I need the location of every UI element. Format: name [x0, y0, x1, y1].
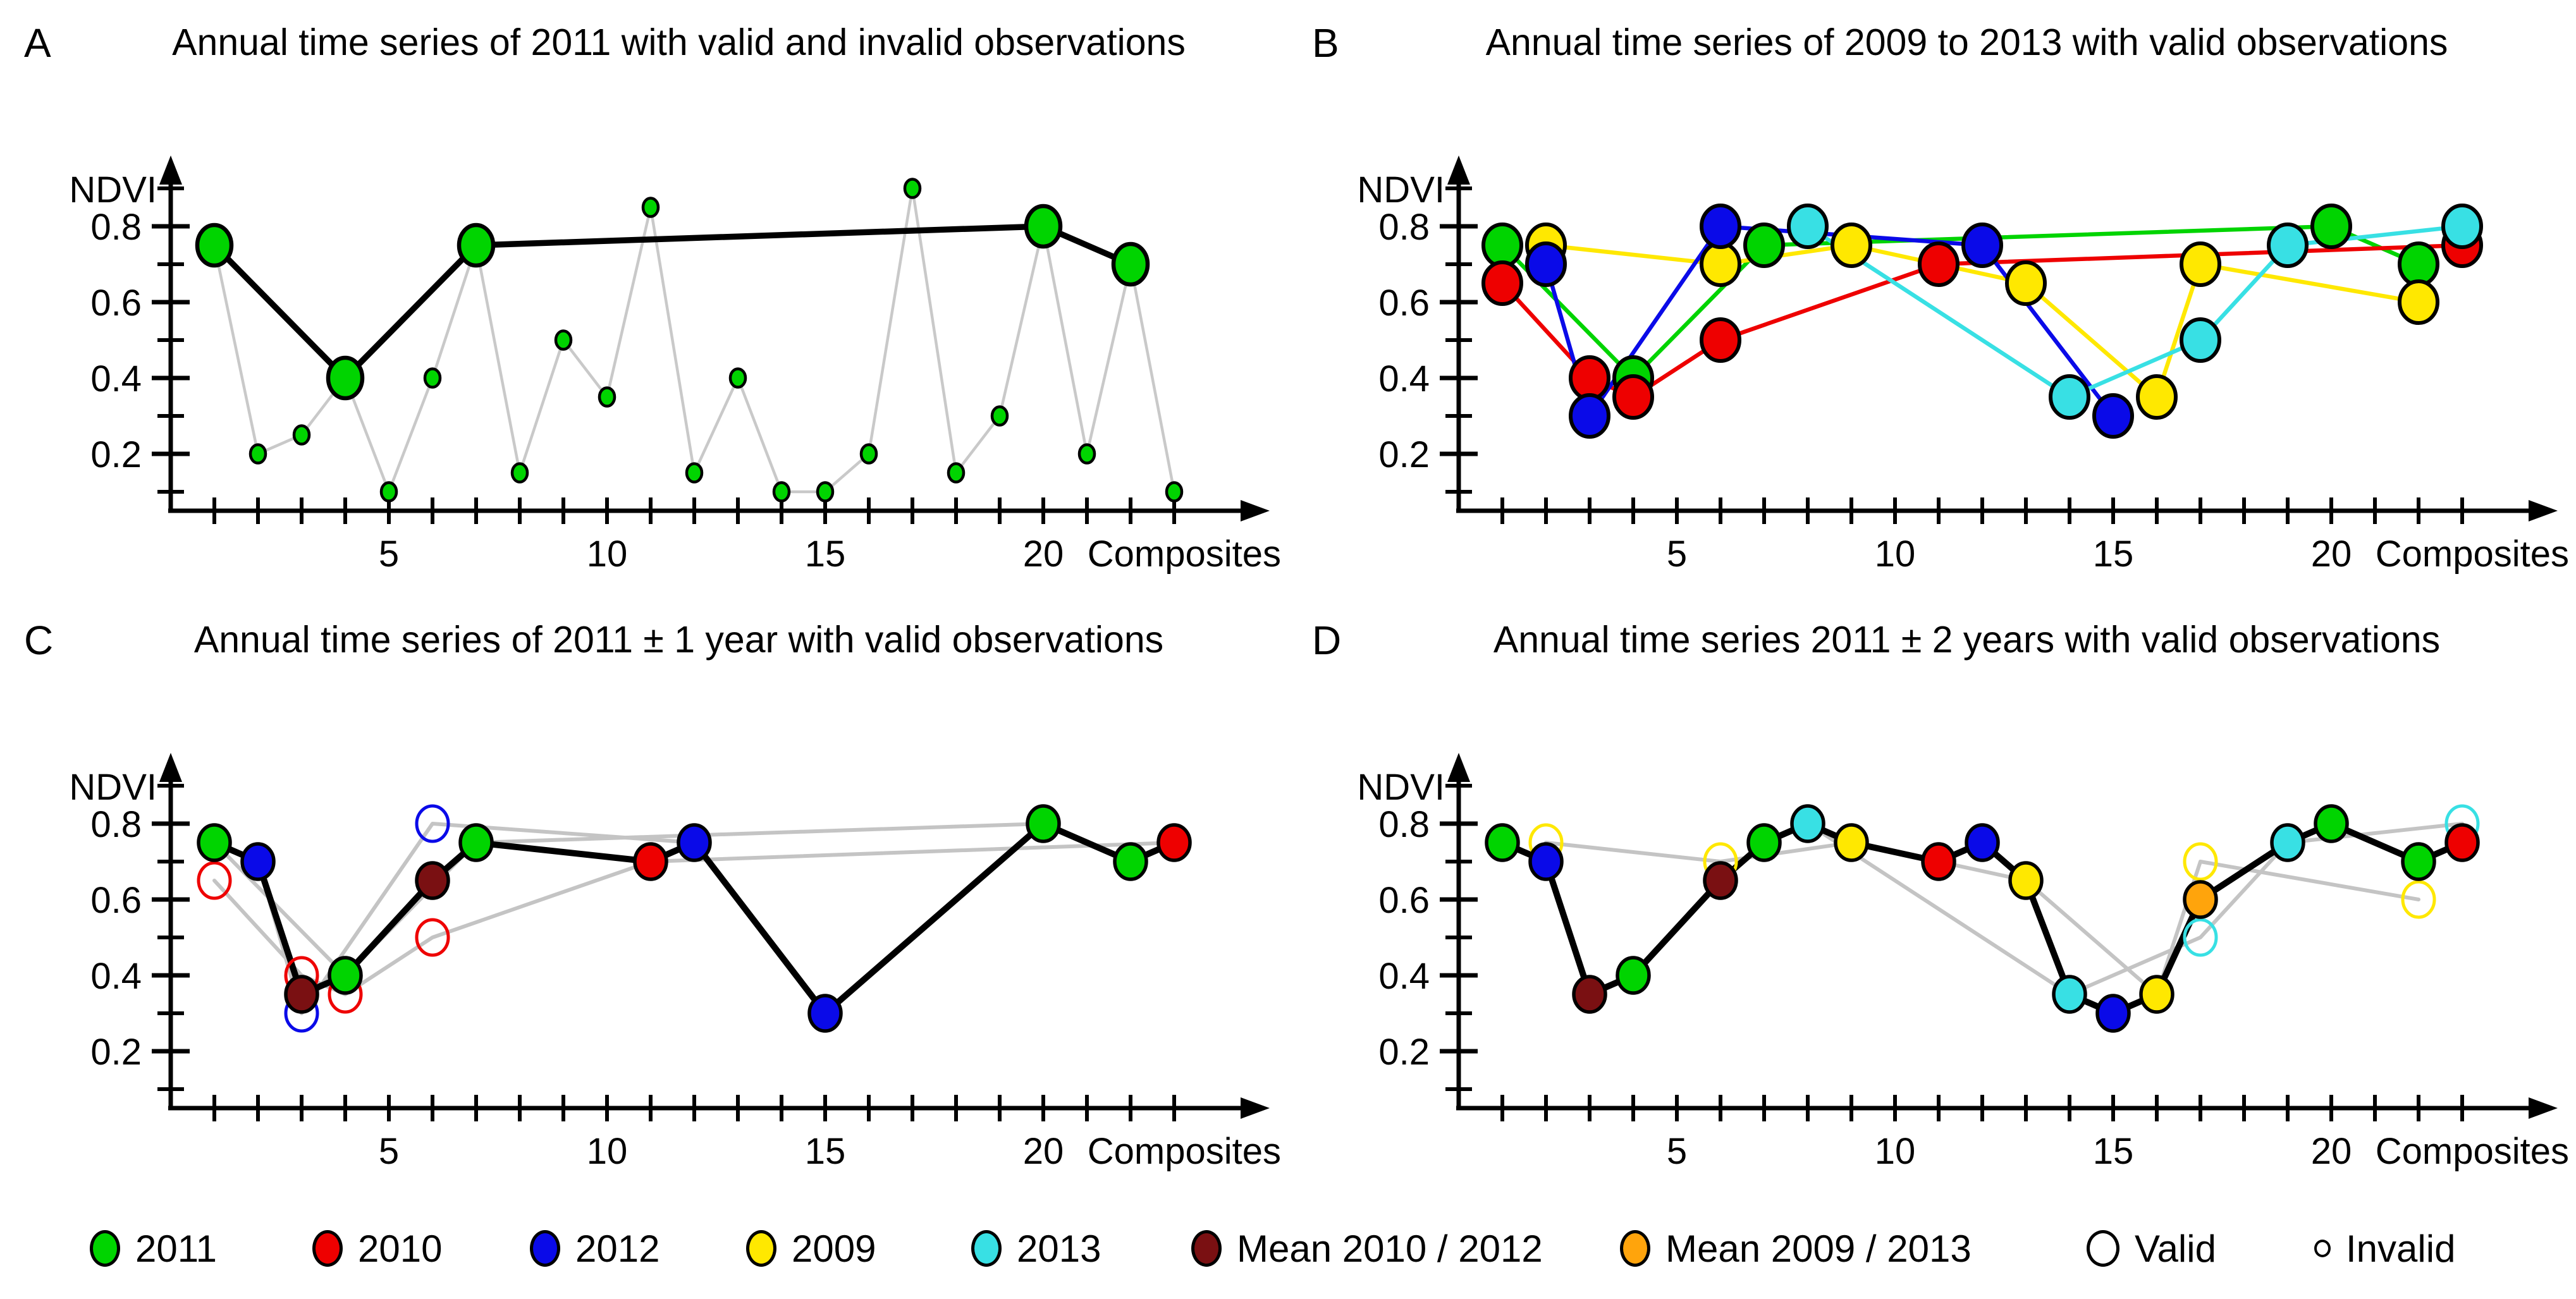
- svg-text:0.2: 0.2: [1378, 434, 1430, 475]
- legend-label-2011: 2011: [135, 1227, 218, 1270]
- y-axis-label: NDVI: [1357, 767, 1445, 808]
- x-axis-label: Composites: [2376, 534, 2569, 575]
- legend: 2011 2010 2012 2009 2013 Mean 2010 / 201…: [0, 1195, 2576, 1299]
- legend-item-mean-2009-2013: Mean 2009 / 2013: [1620, 1226, 1972, 1271]
- legend-swatch-2012-icon: [530, 1230, 560, 1267]
- legend-label-2013: 2013: [1017, 1227, 1101, 1270]
- legend-item-2010: 2010: [312, 1226, 442, 1271]
- merged-series-points: [1485, 804, 2480, 1033]
- svg-text:10: 10: [1875, 534, 1916, 575]
- svg-text:0.4: 0.4: [90, 358, 142, 399]
- legend-label-2010: 2010: [358, 1227, 443, 1270]
- legend-item-2009: 2009: [746, 1226, 876, 1271]
- panel-b: B Annual time series of 2009 to 2013 wit…: [1288, 5, 2576, 593]
- svg-text:0.6: 0.6: [90, 880, 142, 921]
- x-axis-label: Composites: [1088, 534, 1281, 575]
- svg-text:0.2: 0.2: [1378, 1032, 1430, 1073]
- svg-text:10: 10: [1875, 1131, 1916, 1172]
- svg-text:15: 15: [805, 1131, 846, 1172]
- panel-c: C Annual time series of 2011 ± 1 year wi…: [0, 602, 1288, 1190]
- year-series-points: [1481, 204, 2483, 439]
- svg-text:5: 5: [379, 1131, 399, 1172]
- svg-text:10: 10: [587, 534, 628, 575]
- legend-item-2011: 2011: [90, 1226, 217, 1271]
- x-axis-label: Composites: [2376, 1131, 2569, 1172]
- legend-swatch-2010-icon: [312, 1230, 343, 1267]
- svg-text:0.6: 0.6: [1378, 880, 1430, 921]
- merged-series-points: [197, 804, 1192, 1033]
- svg-text:15: 15: [2093, 1131, 2134, 1172]
- observation-points: [195, 178, 1184, 503]
- legend-item-mean-2010-2012: Mean 2010 / 2012: [1191, 1226, 1543, 1271]
- legend-label-valid: Valid: [2135, 1227, 2216, 1270]
- svg-text:0.8: 0.8: [1378, 207, 1430, 248]
- panel-b-plot: 0.2 0.4 0.6 0.8 5 10 15 20 NDVI Composites: [1357, 156, 2569, 575]
- svg-text:20: 20: [2311, 1131, 2352, 1172]
- svg-text:0.4: 0.4: [1378, 358, 1430, 399]
- svg-text:20: 20: [2311, 534, 2352, 575]
- panel-a-letter: A: [24, 20, 51, 66]
- valid-observations-black-line: [211, 223, 1134, 381]
- panel-b-letter: B: [1312, 20, 1339, 66]
- panel-b-title: Annual time series of 2009 to 2013 with …: [1485, 21, 2448, 63]
- svg-text:10: 10: [587, 1131, 628, 1172]
- legend-label-mean-2009-2013: Mean 2009 / 2013: [1665, 1227, 1972, 1270]
- svg-text:15: 15: [2093, 534, 2134, 575]
- panel-a-plot: 0.2 0.4 0.6 0.8 5 10 15 20 NDVI Composites: [69, 156, 1281, 575]
- legend-swatch-2009-icon: [746, 1230, 776, 1267]
- panel-c-letter: C: [24, 618, 54, 663]
- legend-swatch-mean-2010-2012-icon: [1191, 1230, 1222, 1267]
- axes: 0.2 0.4 0.6 0.8 5 10 15 20 NDVI Composites: [1357, 753, 2569, 1172]
- legend-label-mean-2010-2012: Mean 2010 / 2012: [1237, 1227, 1543, 1270]
- axes: 0.2 0.4 0.6 0.8 5 10 15 20 NDVI Composites: [69, 156, 1281, 575]
- y-axis-label: NDVI: [69, 169, 157, 210]
- legend-label-invalid: Invalid: [2346, 1227, 2456, 1270]
- axes: 0.2 0.4 0.6 0.8 5 10 15 20 NDVI Composites: [69, 753, 1281, 1172]
- svg-text:15: 15: [805, 534, 846, 575]
- y-axis-label: NDVI: [69, 767, 157, 808]
- legend-swatch-invalid-icon: [2314, 1240, 2331, 1257]
- legend-label-2009: 2009: [792, 1227, 876, 1270]
- panel-a-title: Annual time series of 2011 with valid an…: [172, 21, 1186, 63]
- legend-label-2012: 2012: [575, 1227, 660, 1270]
- panel-d: D Annual time series 2011 ± 2 years with…: [1288, 602, 2576, 1190]
- svg-text:5: 5: [1667, 534, 1687, 575]
- legend-item-valid: Valid: [2087, 1226, 2216, 1271]
- legend-item-2013: 2013: [971, 1226, 1101, 1271]
- panel-a: A Annual time series of 2011 with valid …: [0, 5, 1288, 593]
- legend-swatch-2013-icon: [971, 1230, 1002, 1267]
- panel-d-plot: 0.2 0.4 0.6 0.8 5 10 15 20 NDVI Composites: [1357, 753, 2569, 1172]
- svg-text:20: 20: [1023, 1131, 1064, 1172]
- panel-d-title: Annual time series 2011 ± 2 years with v…: [1493, 619, 2441, 661]
- panel-d-letter: D: [1312, 618, 1342, 663]
- axes: 0.2 0.4 0.6 0.8 5 10 15 20 NDVI Composites: [1357, 156, 2569, 575]
- x-axis-label: Composites: [1088, 1131, 1281, 1172]
- legend-swatch-valid-icon: [2087, 1230, 2119, 1267]
- svg-text:0.2: 0.2: [90, 434, 142, 475]
- svg-text:0.6: 0.6: [1378, 283, 1430, 324]
- svg-text:20: 20: [1023, 534, 1064, 575]
- svg-text:5: 5: [1667, 1131, 1687, 1172]
- legend-swatch-mean-2009-2013-icon: [1620, 1230, 1650, 1267]
- svg-text:0.4: 0.4: [90, 956, 142, 997]
- panel-c-plot: 0.2 0.4 0.6 0.8 5 10 15 20 NDVI Composites: [69, 753, 1281, 1172]
- svg-text:0.6: 0.6: [90, 283, 142, 324]
- legend-item-invalid: Invalid: [2307, 1226, 2455, 1271]
- svg-text:0.4: 0.4: [1378, 956, 1430, 997]
- svg-text:5: 5: [379, 534, 399, 575]
- legend-item-2012: 2012: [530, 1226, 659, 1271]
- y-axis-label: NDVI: [1357, 169, 1445, 210]
- svg-text:0.8: 0.8: [90, 804, 142, 845]
- svg-text:0.8: 0.8: [1378, 804, 1430, 845]
- svg-text:0.8: 0.8: [90, 207, 142, 248]
- svg-text:0.2: 0.2: [90, 1032, 142, 1073]
- unused-valid-open-points: [197, 804, 450, 1033]
- panel-c-title: Annual time series of 2011 ± 1 year with…: [193, 619, 1164, 661]
- year-series-gray-lines: [1544, 822, 2464, 996]
- legend-swatch-2011-icon: [90, 1230, 120, 1267]
